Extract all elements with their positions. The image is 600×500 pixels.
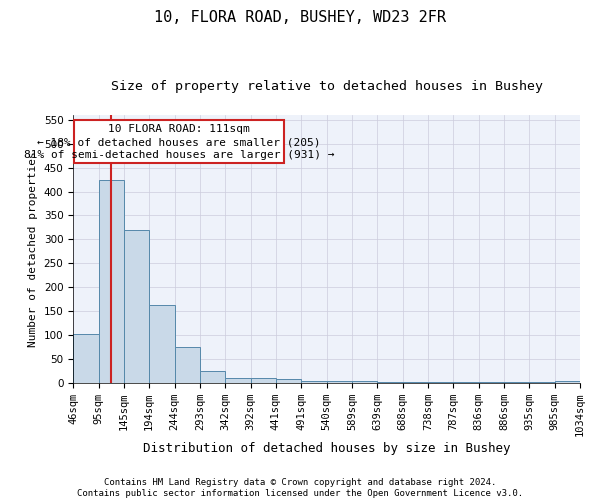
Text: Contains HM Land Registry data © Crown copyright and database right 2024.
Contai: Contains HM Land Registry data © Crown c… [77,478,523,498]
Bar [276,379,301,383]
Text: ← 18% of detached houses are smaller (205): ← 18% of detached houses are smaller (20… [37,137,321,147]
Text: 81% of semi-detached houses are larger (931) →: 81% of semi-detached houses are larger (… [24,150,334,160]
X-axis label: Distribution of detached houses by size in Bushey: Distribution of detached houses by size … [143,442,511,455]
Bar [251,378,276,383]
Text: 10, FLORA ROAD, BUSHEY, WD23 2FR: 10, FLORA ROAD, BUSHEY, WD23 2FR [154,10,446,25]
Text: 10 FLORA ROAD: 111sqm: 10 FLORA ROAD: 111sqm [108,124,250,134]
Bar [200,371,225,383]
Bar [352,380,377,383]
Bar [554,381,580,383]
Bar [225,378,251,383]
Bar [377,382,403,383]
Y-axis label: Number of detached properties: Number of detached properties [28,151,38,347]
Bar [124,230,149,383]
Title: Size of property relative to detached houses in Bushey: Size of property relative to detached ho… [110,80,542,93]
Bar [149,305,175,383]
Bar [74,120,284,163]
Bar [175,347,200,383]
Bar [326,380,352,383]
Bar [301,380,326,383]
Bar [98,180,124,383]
Bar [73,334,98,383]
